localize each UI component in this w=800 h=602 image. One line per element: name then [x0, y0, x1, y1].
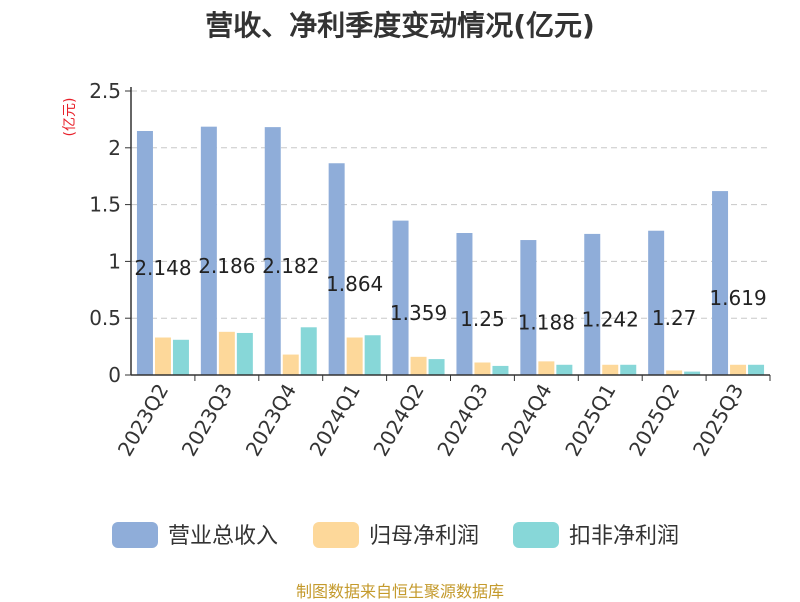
x-tick-label: 2024Q3 [432, 380, 492, 461]
bar-net-profit[interactable] [218, 331, 235, 375]
bar-net-profit[interactable] [282, 354, 299, 375]
bar-revenue[interactable] [456, 233, 473, 375]
bar-deducted-net-profit[interactable] [620, 364, 637, 375]
legend-swatch[interactable] [112, 522, 158, 548]
bar-deducted-net-profit[interactable] [428, 359, 445, 375]
y-tick-label: 2.5 [89, 79, 121, 103]
x-tick-label: 2025Q1 [560, 380, 620, 461]
bar-revenue[interactable] [648, 230, 665, 375]
bar-deducted-net-profit[interactable] [492, 365, 509, 375]
bar-net-profit[interactable] [666, 370, 683, 375]
bar-net-profit[interactable] [154, 337, 171, 375]
bars [136, 126, 765, 375]
x-tick-label: 2024Q4 [496, 380, 556, 461]
data-labels: 2.148 2.186 2.182 1.864 1.359 1.25 1.188 1.242 1… [134, 254, 766, 335]
legend-label[interactable]: 营业总收入 [168, 524, 278, 549]
bar-net-profit[interactable] [730, 364, 747, 375]
data-source-note: 制图数据来自恒生聚源数据库 [295, 582, 504, 601]
y-tick-label: 1.5 [89, 193, 121, 217]
data-label: 1.25 [460, 307, 505, 331]
bar-deducted-net-profit[interactable] [236, 332, 253, 375]
bar-deducted-net-profit[interactable] [556, 364, 573, 375]
bar-revenue[interactable] [200, 126, 217, 375]
x-tick-label: 2023Q4 [241, 380, 301, 461]
data-label: 1.242 [582, 307, 639, 331]
gridlines [131, 90, 770, 319]
data-label: 2.148 [134, 256, 191, 280]
legend-swatch[interactable] [513, 522, 559, 548]
bar-net-profit[interactable] [538, 361, 555, 375]
legend-label[interactable]: 扣非净利润 [569, 524, 679, 549]
bar-deducted-net-profit[interactable] [684, 371, 701, 375]
data-label: 1.359 [390, 301, 447, 325]
bar-net-profit[interactable] [474, 362, 491, 375]
bar-revenue[interactable] [392, 220, 409, 375]
bar-revenue[interactable] [264, 127, 281, 375]
bar-revenue[interactable] [328, 163, 345, 375]
data-label: 1.188 [518, 311, 575, 335]
x-tick-label: 2023Q2 [113, 380, 173, 461]
bar-net-profit[interactable] [410, 356, 427, 375]
data-label: 1.27 [652, 306, 697, 330]
bar-net-profit[interactable] [602, 364, 619, 375]
legend[interactable]: 营业总收入 归母净利润 扣非净利润 [112, 522, 679, 549]
legend-label[interactable]: 归母净利润 [369, 524, 479, 549]
data-label: 2.182 [262, 254, 319, 278]
x-tick-label: 2024Q2 [368, 380, 428, 461]
bar-revenue[interactable] [584, 233, 601, 375]
data-label: 1.864 [326, 272, 383, 296]
legend-swatch[interactable] [313, 522, 359, 548]
bar-deducted-net-profit[interactable] [748, 364, 765, 375]
bar-deducted-net-profit[interactable] [172, 339, 189, 375]
data-label: 1.619 [709, 286, 766, 310]
x-tick-label: 2025Q3 [688, 380, 748, 461]
data-label: 2.186 [198, 254, 255, 278]
y-tick-label: 2 [108, 136, 121, 160]
bar-net-profit[interactable] [346, 337, 363, 375]
x-tick-label: 2024Q1 [305, 380, 365, 461]
bar-revenue[interactable] [520, 240, 537, 375]
y-axis-label: (亿元) [62, 98, 78, 137]
y-tick-label: 1 [108, 249, 121, 273]
bar-revenue[interactable] [712, 191, 729, 375]
x-tick-label: 2023Q3 [177, 380, 237, 461]
chart-title: 营收、净利季度变动情况(亿元) [205, 9, 595, 42]
y-tick-label: 0.5 [89, 306, 121, 330]
bar-deducted-net-profit[interactable] [364, 335, 381, 375]
x-tick-label: 2025Q2 [624, 380, 684, 461]
y-tick-label: 0 [108, 363, 121, 387]
bar-deducted-net-profit[interactable] [300, 327, 317, 375]
bar-revenue[interactable] [136, 130, 153, 375]
